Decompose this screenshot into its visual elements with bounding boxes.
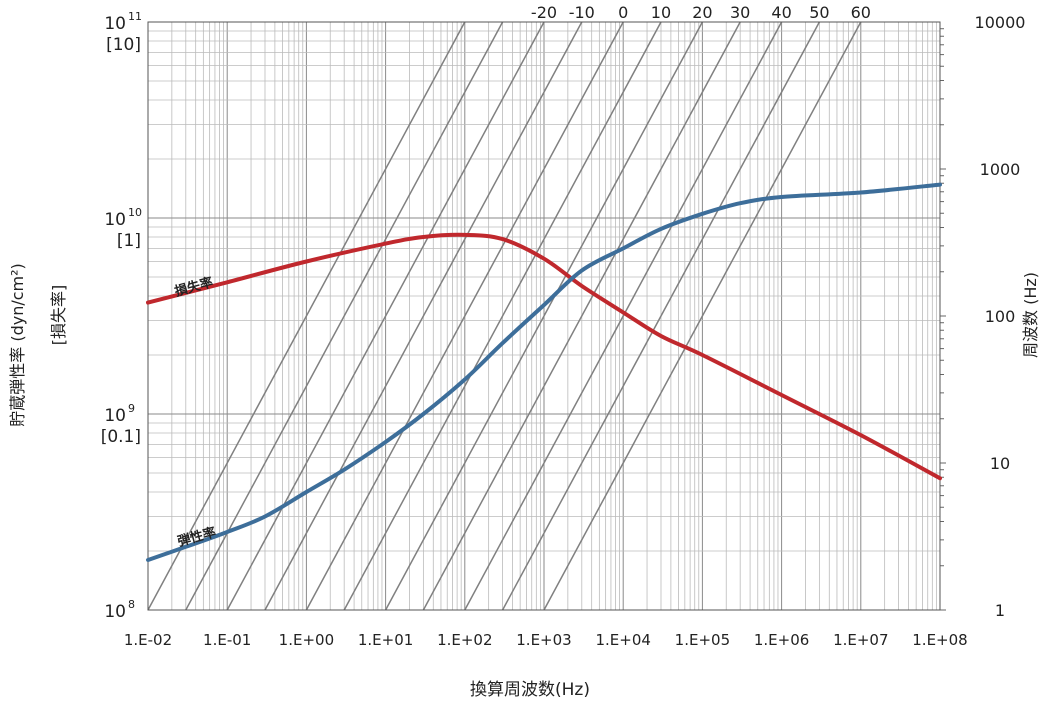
x-tick-label: 1.E+02 <box>437 631 492 649</box>
y-right-axis-title: 周波数 (Hz) <box>1021 272 1040 358</box>
x-tick-label: 1.E+08 <box>912 631 967 649</box>
y-right-tick-label: 1 <box>995 601 1005 620</box>
isotherm-label: 50 <box>809 3 829 22</box>
x-tick-label: 1.E+01 <box>358 631 413 649</box>
y-left-tick-exponent: 9 <box>128 402 135 415</box>
isotherm-label: 10 <box>651 3 671 22</box>
plot-frame <box>147 21 941 611</box>
grid <box>147 22 946 611</box>
x-tick-label: 1.E+00 <box>279 631 334 649</box>
series-line-loss-factor <box>146 232 942 481</box>
y-left-tick-exponent: 11 <box>128 10 142 23</box>
y-right-tick-label: 100 <box>985 307 1016 326</box>
x-tick-label: 1.E+06 <box>754 631 809 649</box>
isotherm-line <box>264 21 583 611</box>
isotherm-line <box>543 21 862 611</box>
isotherm-line <box>305 21 624 611</box>
x-tick-label: 1.E+07 <box>833 631 888 649</box>
y-right-tick-label: 10000 <box>975 13 1026 32</box>
y-right-tick-label: 1000 <box>980 160 1021 179</box>
isotherm-line <box>226 21 545 611</box>
x-tick-label: 1.E-01 <box>203 631 251 649</box>
x-tick-label: 1.E+05 <box>675 631 730 649</box>
y-left-tick-label: 10 <box>104 406 126 426</box>
isotherm-labels: 60 50 40 30 20 10 0 -10 -20 <box>531 3 871 22</box>
y-left-tick-label: 10 <box>104 602 126 622</box>
series-line-storage-modulus <box>146 182 942 562</box>
y-left-tick-exponent: 10 <box>128 206 142 219</box>
isotherm-label: 30 <box>730 3 750 22</box>
isotherm-label: 40 <box>771 3 791 22</box>
x-tick-labels: 1.E-02 1.E-01 1.E+00 1.E+01 1.E+02 1.E+03 1.E+… <box>124 631 968 649</box>
y-left-tick-bracket: [0.1] <box>101 427 141 447</box>
isotherm-label: 0 <box>618 3 628 22</box>
y-left-tick-label: 10 <box>104 14 126 34</box>
x-tick-label: 1.E+03 <box>516 631 571 649</box>
y-right-tick-labels: 1 10 100 1000 10000 <box>975 13 1026 620</box>
x-axis-title: 換算周波数(Hz) <box>470 680 590 700</box>
isotherm-line <box>147 21 466 611</box>
series-layer <box>146 182 942 562</box>
y-left-tick-label: 10 <box>104 210 126 230</box>
x-tick-label: 1.E-02 <box>124 631 172 649</box>
isotherm-label: -10 <box>569 3 595 22</box>
series-label-modulus: 弾性率 <box>176 524 218 550</box>
isotherm-label: 60 <box>851 3 871 22</box>
x-tick-label: 1.E+04 <box>595 631 650 649</box>
isotherm-line <box>384 21 704 611</box>
y-left-axis-title: 貯蔵弾性率 (dyn/cm²) <box>8 263 27 427</box>
isotherm-line <box>501 21 821 611</box>
y-right-tick-label: 10 <box>990 454 1010 473</box>
isotherm-label: 20 <box>692 3 712 22</box>
isotherm-line <box>464 21 783 611</box>
isotherm-line <box>185 21 504 611</box>
y-left-tick-labels: 10 810 9[0.1]10 10[1]10 11[10] <box>101 10 142 622</box>
isotherm-lines <box>147 21 862 611</box>
isotherm-label: -20 <box>531 3 557 22</box>
y-left-axis-subtitle: [損失率] <box>49 285 68 346</box>
y-left-tick-bracket: [1] <box>117 231 141 251</box>
isotherm-line <box>343 21 662 611</box>
y-left-tick-bracket: [10] <box>106 35 141 55</box>
isotherm-line <box>422 21 741 611</box>
y-left-tick-exponent: 8 <box>128 598 135 611</box>
